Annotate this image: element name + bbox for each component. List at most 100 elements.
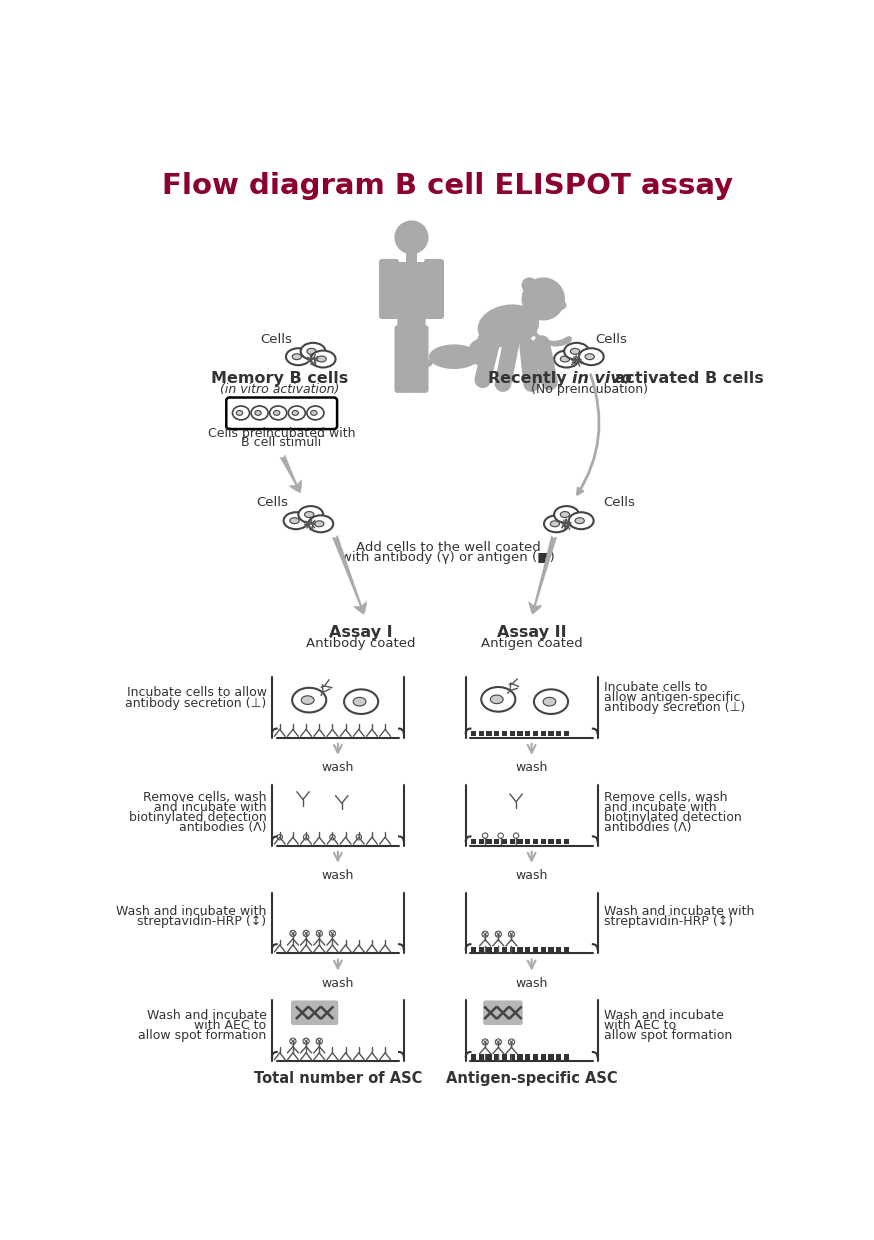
Text: allow antigen-specific: allow antigen-specific <box>604 692 740 704</box>
Bar <box>548 838 554 844</box>
Text: Remove cells, wash: Remove cells, wash <box>143 791 267 804</box>
Text: Recently: Recently <box>488 371 572 386</box>
Ellipse shape <box>575 518 585 523</box>
Text: Cells: Cells <box>260 334 293 346</box>
Bar <box>486 838 492 844</box>
Text: in vivo: in vivo <box>572 371 632 386</box>
Text: with AEC to: with AEC to <box>194 1019 267 1033</box>
Circle shape <box>522 278 565 320</box>
Ellipse shape <box>236 410 243 415</box>
Bar <box>479 1054 484 1060</box>
Ellipse shape <box>551 521 559 527</box>
Bar <box>494 1054 499 1060</box>
Text: Cells preincubated with: Cells preincubated with <box>207 428 355 440</box>
Bar <box>517 1054 523 1060</box>
Bar <box>517 730 523 737</box>
Circle shape <box>394 221 428 254</box>
Bar <box>525 730 531 737</box>
Circle shape <box>329 835 335 839</box>
Text: Remove cells, wash: Remove cells, wash <box>604 791 727 804</box>
Bar <box>406 253 417 262</box>
Ellipse shape <box>310 410 317 415</box>
Ellipse shape <box>274 410 280 415</box>
Text: Antigen-specific ASC: Antigen-specific ASC <box>446 1070 617 1086</box>
Ellipse shape <box>270 405 287 420</box>
Circle shape <box>509 931 515 937</box>
Text: Wash and incubate with: Wash and incubate with <box>604 905 754 918</box>
Bar <box>510 1054 515 1060</box>
Text: allow spot formation: allow spot formation <box>138 1029 267 1043</box>
Bar <box>564 838 569 844</box>
Text: Wash and incubate: Wash and incubate <box>604 1009 724 1022</box>
Text: antibody secretion (⊥): antibody secretion (⊥) <box>125 697 267 709</box>
Bar <box>494 730 499 737</box>
Bar <box>564 730 569 737</box>
Bar <box>525 838 531 844</box>
Text: wash: wash <box>322 977 354 990</box>
FancyBboxPatch shape <box>424 259 444 319</box>
Circle shape <box>303 930 309 936</box>
Text: (No preincubation): (No preincubation) <box>531 383 649 397</box>
Text: Incubate cells to: Incubate cells to <box>604 681 707 694</box>
Text: streptavidin-HRP (↕): streptavidin-HRP (↕) <box>137 915 267 929</box>
Ellipse shape <box>288 405 305 420</box>
Bar <box>510 946 515 952</box>
Text: Cells: Cells <box>604 496 635 510</box>
Circle shape <box>316 1038 323 1044</box>
Text: biotinylated detection: biotinylated detection <box>604 811 741 823</box>
Text: Wash and incubate with: Wash and incubate with <box>116 905 267 918</box>
Text: B cell stimuli: B cell stimuli <box>241 436 322 449</box>
Ellipse shape <box>551 300 566 310</box>
Text: Total number of ASC: Total number of ASC <box>253 1070 422 1086</box>
Text: wash: wash <box>516 977 548 990</box>
Ellipse shape <box>315 521 324 527</box>
Ellipse shape <box>429 345 479 370</box>
Bar <box>517 946 523 952</box>
Text: Flow diagram B cell ELISPOT assay: Flow diagram B cell ELISPOT assay <box>163 172 733 200</box>
FancyBboxPatch shape <box>410 325 428 393</box>
Ellipse shape <box>490 696 503 703</box>
Ellipse shape <box>292 410 298 415</box>
Ellipse shape <box>554 351 579 367</box>
Bar <box>533 730 538 737</box>
Bar <box>548 946 554 952</box>
Bar <box>564 946 569 952</box>
Bar <box>525 1054 531 1060</box>
Text: with AEC to: with AEC to <box>604 1019 676 1033</box>
Ellipse shape <box>292 688 326 713</box>
Text: Wash and incubate: Wash and incubate <box>147 1009 267 1022</box>
Bar <box>510 838 515 844</box>
Ellipse shape <box>304 512 314 517</box>
Ellipse shape <box>543 697 556 706</box>
Text: Memory B cells: Memory B cells <box>212 371 349 386</box>
Ellipse shape <box>477 304 539 347</box>
Ellipse shape <box>534 689 568 714</box>
Text: Antibody coated: Antibody coated <box>307 637 416 651</box>
Text: allow spot formation: allow spot formation <box>604 1029 732 1043</box>
Text: wash: wash <box>516 869 548 882</box>
Circle shape <box>513 833 519 838</box>
Text: Cells: Cells <box>595 334 628 346</box>
Ellipse shape <box>255 410 261 415</box>
Bar <box>540 1054 546 1060</box>
Circle shape <box>356 835 362 839</box>
Text: Add cells to the well coated: Add cells to the well coated <box>356 541 540 554</box>
Bar <box>502 1054 507 1060</box>
Ellipse shape <box>317 356 326 362</box>
Bar <box>502 838 507 844</box>
Ellipse shape <box>565 342 589 360</box>
Ellipse shape <box>544 516 569 532</box>
Bar <box>471 730 476 737</box>
Bar <box>564 1054 569 1060</box>
Ellipse shape <box>560 512 570 517</box>
Ellipse shape <box>311 351 336 367</box>
Ellipse shape <box>560 356 570 362</box>
Circle shape <box>329 930 336 936</box>
Ellipse shape <box>292 353 302 360</box>
Ellipse shape <box>232 405 249 420</box>
Circle shape <box>303 1038 309 1044</box>
Bar <box>548 730 554 737</box>
FancyBboxPatch shape <box>226 398 337 429</box>
Ellipse shape <box>298 506 323 523</box>
Bar <box>494 838 499 844</box>
